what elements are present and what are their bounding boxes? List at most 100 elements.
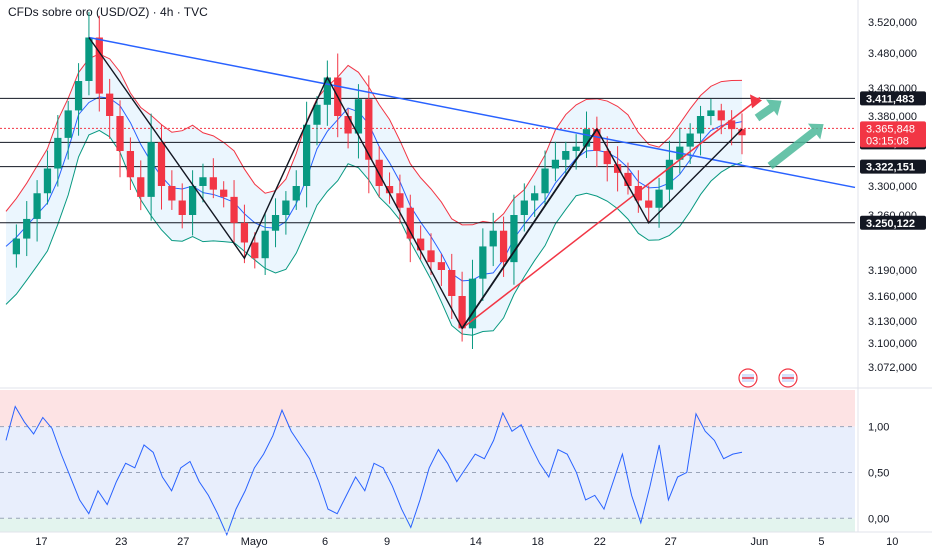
candle [707,98,715,126]
candle-body [531,193,539,201]
candle-body [396,193,404,208]
candle [282,191,290,235]
zigzag-leg [461,128,598,329]
candle-body [417,238,425,251]
candle-body [593,129,601,151]
candle-body [251,242,259,259]
candle [313,96,321,146]
candle-body [738,129,746,136]
candle-body [147,142,155,197]
candle-body [458,296,466,329]
candle-body [572,146,580,151]
candle-body [85,37,93,81]
candle-body [562,151,570,160]
candle-body [520,200,528,215]
candle [624,162,632,195]
candle-body [23,218,31,239]
y-tick-label: 3.130,000 [868,316,917,328]
candle [354,84,363,159]
candle-body [437,262,446,270]
candle [64,101,72,160]
level-badge-label: 3.322,151 [866,162,915,174]
red-arrowhead [750,94,762,109]
countdown-label: 03:15:08 [866,135,909,147]
candle-body [116,116,124,151]
y-tick-label: 3.300,000 [868,181,917,193]
candle-body [106,93,114,116]
candle [95,15,103,112]
candle-body [157,142,166,186]
flag-icon [778,368,798,388]
candle [178,183,186,229]
candle [458,271,466,342]
level-badge-label: 3.250,122 [866,218,915,230]
horizontal-levels [0,97,855,224]
candle-body [199,177,207,186]
candle [385,172,394,204]
osc-tick-label: 0,50 [868,467,889,479]
candle [531,185,539,217]
osc-overbought-band [0,390,855,427]
level-badge [860,215,926,230]
candle [43,150,52,205]
candle [437,253,446,287]
descending-trendline [88,36,856,189]
candle-body [209,177,217,190]
x-tick-label: 10 [886,536,898,548]
oscillator-line [5,405,743,537]
candle-body [271,215,280,231]
candle [54,115,62,187]
candle-body [499,230,508,263]
candle [468,259,477,349]
candle-body [717,110,725,121]
candle-body [406,207,414,239]
candle-body [510,215,518,263]
candle [562,141,570,176]
candle [365,75,373,194]
x-tick-label: 23 [115,536,127,548]
projection-arrow-1-shape [754,99,782,122]
y-tick-label: 3.520,000 [868,17,917,29]
x-tick-label: 14 [470,536,482,548]
candle [116,100,124,178]
candle [261,213,269,275]
y-tick-label: 3.380,000 [868,111,917,123]
candle [551,141,560,182]
x-tick-label: 22 [594,536,606,548]
candle-body [282,200,290,215]
candlesticks [12,11,746,349]
candle-body [302,124,311,186]
current-price-badge [860,121,926,148]
candle [396,174,404,224]
candle-body [468,278,477,329]
candle-body [479,246,487,279]
candle-body [43,168,52,194]
candle-body [188,186,197,215]
bb-upper-line [5,53,743,226]
candle [12,224,20,268]
flag-icon [738,368,758,388]
candle [738,113,746,155]
candle-body [178,200,186,215]
candle [168,170,176,210]
candle [323,60,331,126]
candle-body [427,250,435,263]
candle [23,201,31,257]
current-price-label: 3.365,848 [866,123,915,135]
candle-body [64,110,72,138]
candle-body [344,116,352,134]
candle-body [240,222,249,243]
candle-body [313,104,321,125]
chart-title: CFDs sobre oro (USD/OZ) · 4h · TVC [8,5,208,19]
candle [510,194,518,285]
candle-body [137,177,145,197]
y-tick-label: 3.100,000 [868,338,917,350]
y-tick-label: 3.072,000 [868,362,917,374]
candle-body [665,159,674,190]
x-tick-label: 9 [384,536,390,548]
candle-body [230,196,238,223]
candle [686,123,694,164]
candle-body [292,186,300,201]
